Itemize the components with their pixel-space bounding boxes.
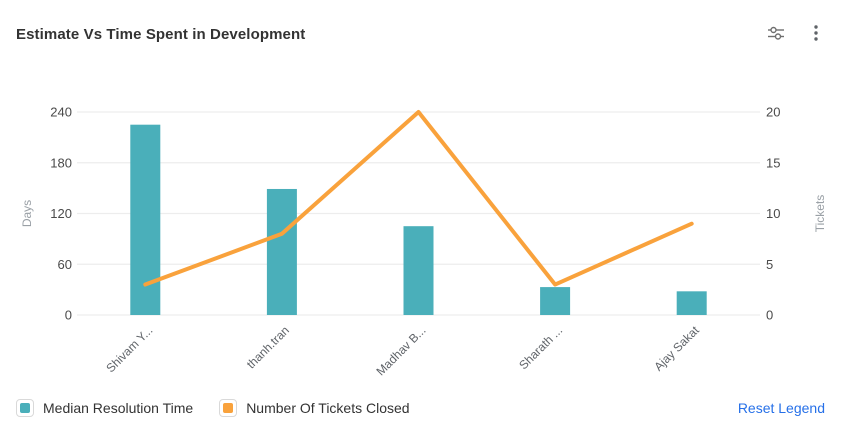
left-axis-tick-label: 240 bbox=[50, 105, 72, 120]
chart-legend: Median Resolution Time Number Of Tickets… bbox=[16, 399, 825, 417]
right-axis-name: Tickets bbox=[813, 195, 827, 233]
right-axis-tick-label: 15 bbox=[766, 155, 780, 170]
right-axis-tick-label: 20 bbox=[766, 105, 780, 120]
legend-swatch-fill-teal bbox=[20, 403, 30, 413]
legend-item-number-of-tickets-closed[interactable]: Number Of Tickets Closed bbox=[219, 399, 410, 417]
line-number-of-tickets-closed[interactable] bbox=[143, 110, 694, 287]
left-axis-tick-label: 120 bbox=[50, 206, 72, 221]
left-axis-tick-label: 180 bbox=[50, 155, 72, 170]
legend-item-median-resolution-time[interactable]: Median Resolution Time bbox=[16, 399, 193, 417]
bar-thanh-tran[interactable] bbox=[266, 188, 297, 315]
right-axis-tick-label: 10 bbox=[766, 206, 780, 221]
legend-label: Median Resolution Time bbox=[43, 400, 194, 416]
combo-chart: 0 0 60 5 120 10 180 15 240 20 Days Tickets Shivam Y.… bbox=[20, 105, 827, 379]
legend-swatch-median-resolution-time bbox=[16, 399, 34, 417]
left-axis-tick-label: 60 bbox=[58, 257, 72, 272]
bar-sharath[interactable] bbox=[540, 287, 571, 315]
sliders-icon-glyph bbox=[768, 26, 784, 40]
right-axis-tick-label: 0 bbox=[766, 308, 773, 323]
bar-madhav-b[interactable] bbox=[403, 226, 434, 315]
x-axis-label: Shivam Y... bbox=[103, 323, 155, 375]
reset-legend-link[interactable]: Reset Legend bbox=[737, 400, 825, 416]
legend-swatch-fill-orange bbox=[223, 403, 234, 413]
bar-ajay-sakat[interactable] bbox=[676, 291, 707, 315]
legend-label: Number Of Tickets Closed bbox=[246, 400, 410, 416]
header-actions bbox=[763, 20, 829, 46]
x-axis-label: Sharath ... bbox=[516, 323, 565, 372]
sliders-icon[interactable] bbox=[763, 20, 789, 46]
kebab-menu-glyph bbox=[814, 25, 818, 41]
x-axis-label: thanh.tran bbox=[244, 323, 292, 371]
chart-title: Estimate Vs Time Spent in Development bbox=[16, 26, 306, 43]
right-axis-tick-label: 5 bbox=[766, 257, 773, 272]
x-axis-label: Madhav B... bbox=[373, 323, 428, 378]
bars-median-resolution-time bbox=[130, 124, 707, 315]
legend-swatch-number-of-tickets-closed bbox=[219, 399, 238, 417]
kebab-menu-icon[interactable] bbox=[803, 20, 829, 46]
x-axis-label: Ajay Sakat bbox=[651, 323, 702, 374]
left-axis-name: Days bbox=[20, 200, 34, 227]
left-axis-tick-label: 0 bbox=[65, 308, 72, 323]
